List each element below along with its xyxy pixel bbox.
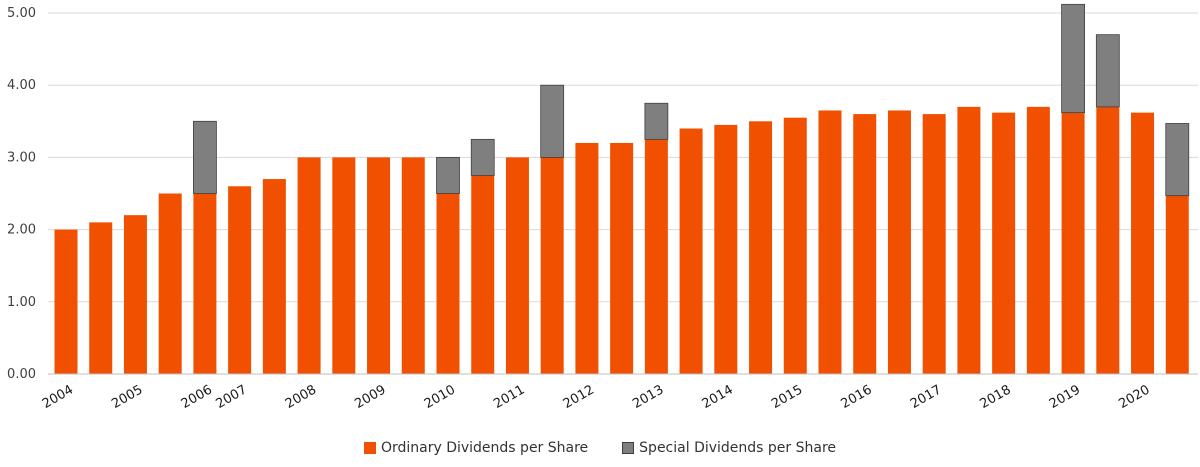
x-tick-label: 2015	[769, 382, 805, 412]
x-tick-label: 2013	[630, 382, 666, 412]
ordinary-dividend-bar	[193, 193, 217, 374]
legend: Ordinary Dividends per Share Special Div…	[0, 440, 1200, 456]
y-tick-label: 1.00	[7, 295, 36, 310]
x-tick-label: 2016	[839, 382, 875, 412]
x-tick-label: 2011	[491, 382, 527, 412]
ordinary-dividend-bar	[262, 179, 286, 374]
ordinary-dividend-bar	[228, 186, 252, 374]
y-tick-label: 3.00	[7, 150, 36, 165]
ordinary-dividend-bar	[818, 110, 842, 374]
ordinary-dividend-bar	[957, 106, 981, 375]
y-tick-label: 2.00	[7, 223, 36, 238]
y-tick-label: 5.00	[7, 6, 36, 21]
ordinary-dividend-bar	[887, 110, 911, 374]
ordinary-dividend-bar	[714, 124, 738, 374]
special-dividend-bar	[193, 120, 217, 194]
x-tick-label: 2017	[908, 382, 944, 412]
x-tick-label: 2020	[1116, 382, 1152, 412]
x-tick-label: 2018	[977, 382, 1013, 412]
x-tick-label: 2010	[422, 382, 458, 412]
axes: 0.00 1.00 2.00 3.00 4.00 5.00 2004 2005 20062007…	[7, 6, 1198, 412]
x-tick-label: 2007	[213, 382, 249, 412]
x-tick-label: 2005	[109, 382, 145, 412]
legend-swatch-special	[622, 442, 635, 454]
x-tick-label: 2019	[1047, 382, 1083, 412]
ordinary-dividend-bar	[922, 114, 946, 374]
x-tick-label: 2006	[179, 382, 215, 412]
ordinary-dividend-bar	[540, 157, 564, 374]
bars	[54, 3, 1190, 375]
special-dividend-bar	[644, 102, 669, 140]
ordinary-dividend-bar	[471, 175, 495, 374]
y-tick-label: 4.00	[7, 78, 36, 93]
ordinary-dividend-bar	[123, 215, 147, 374]
x-tick-label: 2009	[352, 382, 388, 412]
special-dividend-bar	[540, 84, 565, 158]
special-dividend-bar	[1095, 34, 1120, 108]
legend-swatch-ordinary	[363, 442, 376, 454]
ordinary-dividend-bar	[1131, 112, 1155, 375]
legend-label-special: Special Dividends per Share	[639, 440, 837, 456]
ordinary-dividend-bar	[436, 193, 460, 374]
legend-item-special: Special Dividends per Share	[622, 440, 836, 456]
ordinary-dividend-bar	[644, 139, 668, 374]
ordinary-dividend-bar	[610, 142, 634, 374]
ordinary-dividend-bar	[575, 142, 599, 374]
ordinary-dividend-bar	[853, 114, 877, 374]
ordinary-dividend-bar	[505, 157, 529, 374]
legend-item-ordinary: Ordinary Dividends per Share	[363, 440, 589, 456]
ordinary-dividend-bar	[332, 157, 356, 374]
special-dividend-bar	[1061, 3, 1085, 114]
ordinary-dividend-bar	[158, 193, 182, 374]
ordinary-dividend-bar	[1061, 112, 1085, 375]
ordinary-dividend-bar	[783, 117, 807, 374]
ordinary-dividend-bar	[54, 229, 78, 374]
ordinary-dividend-bar	[297, 157, 321, 374]
x-tick-label: 2014	[700, 382, 736, 412]
ordinary-dividend-bar	[679, 128, 703, 374]
special-dividend-bar	[436, 156, 460, 194]
ordinary-dividend-bar	[1165, 195, 1189, 374]
x-tick-label: 2004	[40, 382, 76, 412]
x-tick-label: 2008	[283, 382, 319, 412]
ordinary-dividend-bar	[89, 222, 113, 374]
dividend-chart: 0.00 1.00 2.00 3.00 4.00 5.00 2004 2005 20062007…	[7, 3, 1198, 412]
ordinary-dividend-bar	[749, 121, 773, 374]
ordinary-dividend-bar	[1096, 106, 1120, 375]
x-tick-label: 2012	[561, 382, 597, 412]
ordinary-dividend-bar	[367, 157, 391, 374]
ordinary-dividend-bar	[1026, 106, 1050, 375]
ordinary-dividend-bar	[401, 157, 425, 374]
y-tick-label: 0.00	[7, 367, 36, 382]
special-dividend-bar	[470, 138, 495, 176]
ordinary-dividend-bar	[992, 112, 1016, 375]
legend-label-ordinary: Ordinary Dividends per Share	[380, 440, 589, 456]
special-dividend-bar	[1165, 123, 1190, 197]
